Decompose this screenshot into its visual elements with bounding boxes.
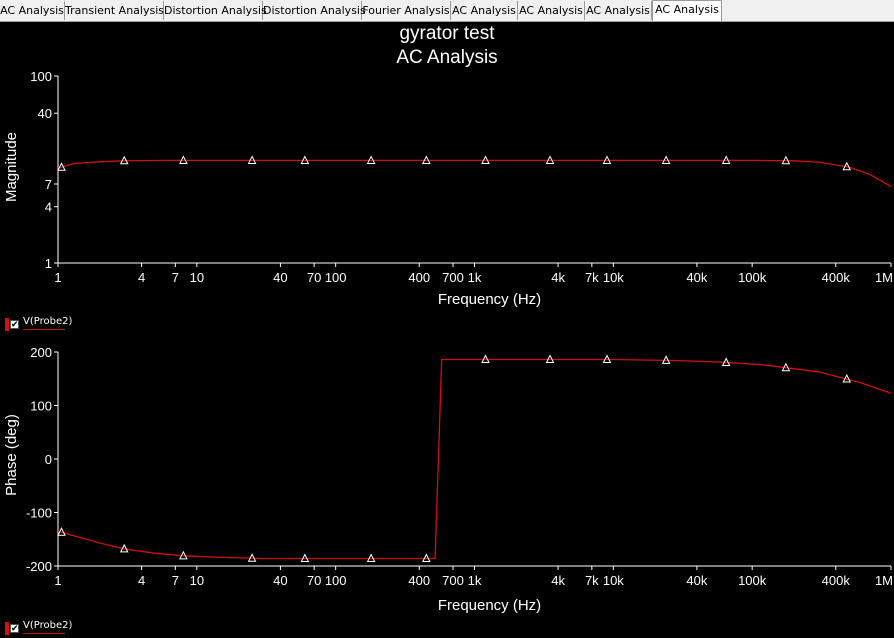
y-tick-label: -100 (26, 506, 52, 521)
data-marker (366, 553, 376, 563)
y-tick-label: 100 (30, 399, 52, 414)
data-marker (481, 155, 490, 164)
x-tick-label: 40 (273, 573, 287, 588)
x-tick-label: 400k (822, 270, 851, 285)
x-tick-label: 100 (325, 573, 347, 588)
data-marker (57, 162, 66, 171)
data-marker (481, 354, 490, 363)
graph-subtitle: AC Analysis (396, 47, 498, 68)
data-marker (57, 527, 66, 536)
data-marker (366, 155, 376, 164)
legend-checkbox[interactable]: ✔ (10, 320, 19, 330)
data-marker (300, 155, 310, 164)
x-tick-label: 7 (172, 573, 179, 588)
legend-color-marker (5, 318, 9, 331)
series-line-magnitude (57, 159, 892, 187)
data-marker (247, 155, 257, 164)
tab-fourier-analysis-5[interactable]: Fourier Analysis (362, 1, 451, 20)
x-tick-label: 100k (738, 270, 767, 285)
data-marker (781, 155, 791, 165)
y-tick-label: 40 (38, 106, 52, 121)
tab-ac-analysis-9[interactable]: AC Analysis (652, 0, 722, 21)
x-tick-label: 10k (603, 573, 624, 588)
tab-distortion-analysis-4[interactable]: Distortion Analysis (263, 1, 366, 20)
data-marker (247, 553, 257, 562)
legend-checkbox[interactable]: ✔ (10, 624, 19, 634)
legend-line-sample (23, 633, 65, 634)
x-tick-label: 100 (325, 270, 347, 285)
y-tick-label: 100 (30, 69, 52, 84)
legend-color-marker (5, 622, 9, 635)
tab-transient-analysis-2[interactable]: Transient Analysis (65, 1, 164, 20)
y-axis-label: Magnitude (3, 132, 20, 202)
x-tick-label: 400 (408, 573, 430, 588)
x-tick-label: 70 (307, 270, 321, 285)
data-marker (179, 550, 188, 560)
x-tick-label: 4k (551, 573, 565, 588)
data-marker (661, 155, 671, 164)
x-tick-label: 10 (190, 270, 204, 285)
y-tick-label: -200 (26, 559, 52, 574)
data-marker (422, 155, 431, 164)
y-tick-label: 0 (45, 452, 52, 467)
x-tick-label: 10k (603, 270, 624, 285)
x-tick-label: 40k (686, 270, 707, 285)
legend-label: V(Probe2) (23, 620, 73, 631)
data-marker (602, 354, 612, 363)
x-tick-label: 1 (54, 573, 61, 588)
legend-label: V(Probe2) (23, 316, 73, 327)
x-tick-label: 40 (273, 270, 287, 285)
x-tick-label: 400 (408, 270, 430, 285)
tab-ac-analysis-1[interactable]: AC Analysis (0, 1, 65, 20)
data-marker (119, 155, 129, 165)
series-line-phase (57, 358, 892, 560)
y-tick-label: 1 (45, 256, 52, 271)
x-axis-label: Frequency (Hz) (438, 597, 541, 614)
y-tick-label: 200 (30, 345, 52, 360)
tab-ac-analysis-6[interactable]: AC Analysis (451, 1, 518, 20)
x-tick-label: 1M (875, 573, 893, 588)
data-marker (661, 355, 671, 364)
x-tick-label: 7k (585, 270, 599, 285)
tab-ac-analysis-7[interactable]: AC Analysis (518, 1, 585, 20)
tab-distortion-analysis-3[interactable]: Distortion Analysis (164, 1, 267, 20)
data-marker (179, 155, 188, 164)
graph-title: gyrator test (399, 23, 495, 44)
data-marker (545, 155, 555, 164)
data-marker (300, 553, 310, 563)
x-tick-label: 1M (875, 270, 893, 285)
legend-line-sample (23, 329, 65, 330)
y-axis-label: Phase (deg) (3, 414, 20, 496)
x-tick-label: 100k (738, 573, 767, 588)
x-tick-label: 7 (172, 270, 179, 285)
analysis-tab-strip: AC Analysis Transient Analysis Distortion … (0, 0, 894, 22)
data-marker (602, 155, 612, 164)
data-marker (842, 373, 852, 383)
x-axis-label: Frequency (Hz) (438, 291, 541, 308)
x-tick-label: 700 (442, 573, 464, 588)
data-marker (721, 357, 731, 366)
data-marker (721, 155, 731, 164)
x-tick-label: 4 (138, 573, 145, 588)
x-tick-label: 1k (468, 573, 482, 588)
data-marker (545, 354, 555, 363)
data-marker (422, 553, 431, 563)
x-tick-label: 1k (468, 270, 482, 285)
y-tick-label: 4 (45, 200, 52, 215)
data-marker (119, 543, 129, 553)
x-tick-label: 4 (138, 270, 145, 285)
x-tick-label: 7k (585, 573, 599, 588)
x-tick-label: 1 (54, 270, 61, 285)
y-tick-label: 7 (45, 177, 52, 192)
x-tick-label: 400k (822, 573, 851, 588)
data-marker (842, 161, 852, 171)
x-tick-label: 70 (307, 573, 321, 588)
x-tick-label: 700 (442, 270, 464, 285)
data-marker (781, 362, 791, 372)
x-tick-label: 4k (551, 270, 565, 285)
x-tick-label: 40k (686, 573, 707, 588)
tab-ac-analysis-8[interactable]: AC Analysis (585, 1, 652, 20)
x-tick-label: 10 (190, 573, 204, 588)
